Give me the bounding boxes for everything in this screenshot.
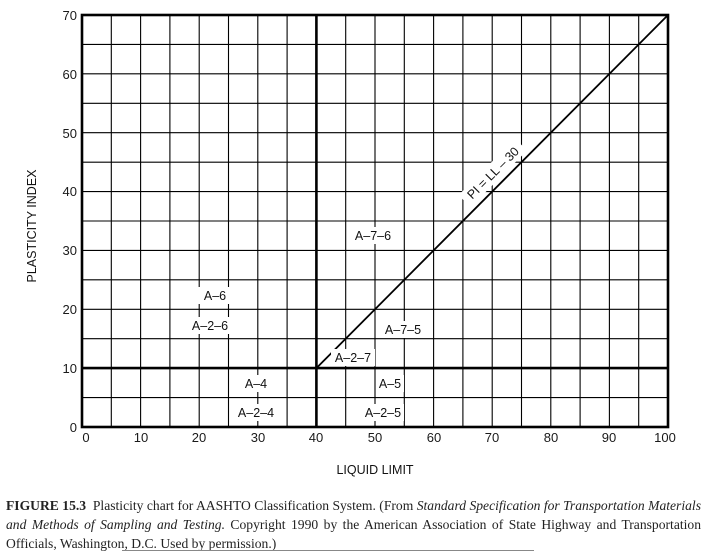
caption-underline [122, 550, 534, 551]
plasticity-chart: 0 10 20 30 40 50 60 70 0 10 20 30 40 50 … [25, 8, 676, 477]
figure-caption: FIGURE 15.3 Plasticity chart for AASHTO … [6, 496, 701, 553]
y-tick: 0 [70, 420, 77, 435]
plot-frame [80, 13, 670, 429]
zone-label-a6: A–6 [204, 289, 226, 303]
pi-ll-30-line [315, 14, 669, 369]
x-tick: 60 [427, 430, 441, 445]
y-tick: 50 [63, 126, 77, 141]
zone-label-a26: A–2–6 [192, 319, 228, 333]
line-label-pi-ll-30: PI = LL – 30 [464, 144, 522, 202]
x-tick: 50 [368, 430, 382, 445]
x-axis-ticks: 0 10 20 30 40 50 60 70 80 90 100 [82, 430, 675, 445]
zone-label-a75: A–7–5 [385, 323, 421, 337]
boundary-lines [82, 15, 668, 427]
caption-source-title: Standard Specification for Transportatio… [6, 498, 701, 532]
y-tick: 10 [63, 361, 77, 376]
caption-text-1: Plasticity chart for AASHTO Classificati… [86, 498, 417, 513]
x-tick: 100 [654, 430, 676, 445]
zone-label-a76: A–7–6 [355, 229, 391, 243]
x-tick: 40 [309, 430, 323, 445]
y-tick: 30 [63, 243, 77, 258]
zone-label-a4: A–4 [245, 377, 267, 391]
y-tick: 60 [63, 67, 77, 82]
x-tick: 20 [192, 430, 206, 445]
x-tick: 0 [82, 430, 89, 445]
x-tick: 30 [251, 430, 265, 445]
x-axis-title: LIQUID LIMIT [336, 463, 413, 477]
zone-label-a25: A–2–5 [365, 406, 401, 420]
zone-label-a27: A–2–7 [335, 351, 371, 365]
zone-label-a5: A–5 [379, 377, 401, 391]
y-axis-title: PLASTICITY INDEX [25, 169, 39, 283]
x-tick: 80 [544, 430, 558, 445]
zone-label-a24: A–2–4 [238, 406, 274, 420]
caption-text-2: Copyright 1990 by the American Associati… [6, 517, 702, 551]
x-tick: 90 [602, 430, 616, 445]
x-tick: 10 [134, 430, 148, 445]
y-tick: 20 [63, 302, 77, 317]
figure-label: FIGURE 15.3 [6, 498, 87, 513]
y-axis-ticks: 0 10 20 30 40 50 60 70 [63, 8, 77, 435]
y-tick: 70 [63, 8, 77, 23]
x-tick: 70 [485, 430, 499, 445]
y-tick: 40 [63, 184, 77, 199]
